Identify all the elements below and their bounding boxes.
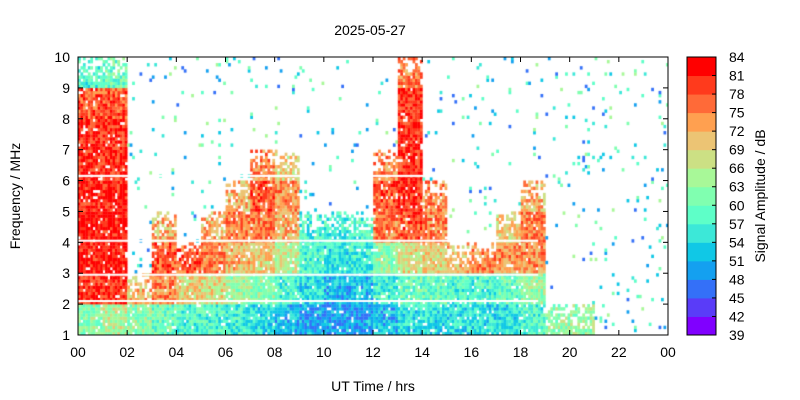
x-tick-label: 22 bbox=[611, 344, 627, 360]
y-tick-label: 6 bbox=[62, 173, 70, 189]
colorbar-band bbox=[687, 205, 716, 225]
colorbar-frame bbox=[686, 56, 717, 336]
colorbar-tick-label: 42 bbox=[729, 308, 745, 324]
colorbar-band bbox=[687, 57, 716, 77]
colorbar-band bbox=[687, 223, 716, 243]
colorbar-tick-label: 75 bbox=[729, 105, 745, 121]
x-tick-label: 14 bbox=[414, 344, 430, 360]
colorbar-band bbox=[687, 112, 716, 132]
y-tick-label: 7 bbox=[62, 142, 70, 158]
y-tick-label: 5 bbox=[62, 203, 70, 219]
y-tick-label: 4 bbox=[62, 234, 70, 250]
colorbar-tick-label: 45 bbox=[729, 290, 745, 306]
y-tick-label: 8 bbox=[62, 111, 70, 127]
x-tick-label: 16 bbox=[464, 344, 480, 360]
colorbar-band bbox=[687, 316, 716, 336]
x-tick-label: 20 bbox=[562, 344, 578, 360]
x-tick-label: 02 bbox=[119, 344, 135, 360]
plot-frame bbox=[77, 56, 669, 336]
colorbar-band bbox=[687, 168, 716, 188]
colorbar-tick-label: 48 bbox=[729, 271, 745, 287]
x-tick-label: 18 bbox=[513, 344, 529, 360]
chart-title: 2025-05-27 bbox=[334, 22, 406, 38]
x-tick-label: 10 bbox=[316, 344, 332, 360]
colorbar-tick-label: 72 bbox=[729, 123, 745, 139]
x-axis-label: UT Time / hrs bbox=[331, 378, 415, 394]
colorbar-tick-label: 39 bbox=[729, 327, 745, 343]
colorbar-band bbox=[687, 94, 716, 114]
colorbar-tick-label: 81 bbox=[729, 68, 745, 84]
x-tick-label: 08 bbox=[267, 344, 283, 360]
colorbar-label: Signal Amplitude / dB bbox=[752, 129, 768, 262]
colorbar-band bbox=[687, 131, 716, 151]
colorbar-band bbox=[687, 242, 716, 262]
colorbar-band bbox=[687, 186, 716, 206]
colorbar-band bbox=[687, 149, 716, 169]
y-tick-label: 2 bbox=[62, 296, 70, 312]
spectrogram-heatmap bbox=[78, 57, 668, 335]
x-tick-label: 00 bbox=[70, 344, 86, 360]
colorbar-tick-label: 60 bbox=[729, 197, 745, 213]
x-tick-label: 06 bbox=[218, 344, 234, 360]
x-tick-label: 12 bbox=[365, 344, 381, 360]
x-tick-label: 00 bbox=[660, 344, 676, 360]
colorbar-tick-label: 51 bbox=[729, 253, 745, 269]
y-tick-label: 10 bbox=[54, 49, 70, 65]
colorbar-band bbox=[687, 260, 716, 280]
y-axis-label: Frequency / MHz bbox=[7, 143, 23, 250]
colorbar-tick-label: 78 bbox=[729, 86, 745, 102]
colorbar-tick-label: 69 bbox=[729, 142, 745, 158]
colorbar-band bbox=[687, 297, 716, 317]
colorbar-band bbox=[687, 75, 716, 95]
colorbar-band bbox=[687, 279, 716, 299]
colorbar-tick-label: 54 bbox=[729, 234, 745, 250]
y-tick-label: 1 bbox=[62, 327, 70, 343]
y-tick-label: 9 bbox=[62, 80, 70, 96]
x-tick-label: 04 bbox=[169, 344, 185, 360]
colorbar-tick-label: 84 bbox=[729, 49, 745, 65]
y-tick-label: 3 bbox=[62, 265, 70, 281]
colorbar-tick-label: 63 bbox=[729, 179, 745, 195]
colorbar-tick-label: 57 bbox=[729, 216, 745, 232]
colorbar-tick-label: 66 bbox=[729, 160, 745, 176]
